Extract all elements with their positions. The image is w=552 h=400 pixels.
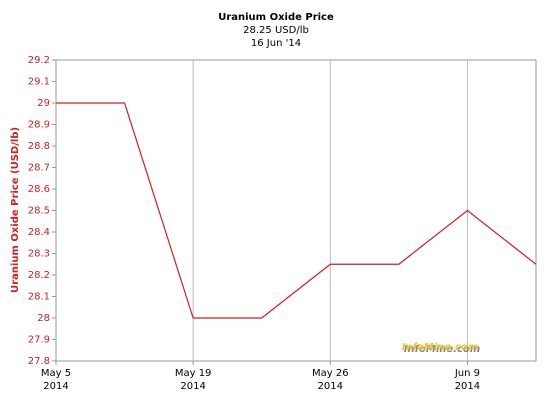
plot-area: [55, 59, 537, 362]
y-tick-label: 28: [37, 313, 50, 324]
y-tick-label: 28.7: [28, 163, 50, 174]
y-tick-label: 28.9: [28, 120, 50, 131]
x-tick-year: 2014: [43, 381, 68, 392]
y-tick-label: 28.8: [28, 141, 50, 152]
x-tick-label: May 19: [175, 368, 212, 379]
y-axis-label: Uranium Oxide Price (USD/lb): [10, 127, 21, 293]
y-tick-label: 28.1: [28, 292, 50, 303]
x-tick-label: May 5: [41, 368, 71, 379]
x-tick-year: 2014: [180, 381, 205, 392]
x-tick-year: 2014: [318, 381, 343, 392]
y-tick-label: 29.2: [28, 55, 50, 66]
y-tick-label: 28.4: [28, 227, 50, 238]
y-tick-label: 28.3: [28, 249, 50, 260]
y-tick-label: 29.1: [28, 77, 50, 88]
x-tick-label: Jun 9: [454, 368, 480, 379]
y-tick-label: 27.8: [28, 356, 50, 367]
watermark: InfoMine.com: [402, 342, 478, 353]
y-tick-label: 27.9: [28, 335, 50, 346]
y-tick-label: 28.2: [28, 270, 50, 281]
line: [56, 102, 537, 319]
y-tick-label: 29: [37, 98, 50, 109]
watermark-shadow: InfoMine.com: [404, 344, 480, 355]
chart-title: Uranium Oxide Price: [218, 12, 334, 23]
x-tick-year: 2014: [455, 381, 480, 392]
chart-subtitle: 28.25 USD/lb: [243, 25, 309, 36]
y-tick-label: 28.5: [28, 206, 50, 217]
chart-date: 16 Jun '14: [251, 38, 301, 49]
y-tick-label: 28.6: [28, 184, 50, 195]
x-tick-label: May 26: [312, 368, 349, 379]
